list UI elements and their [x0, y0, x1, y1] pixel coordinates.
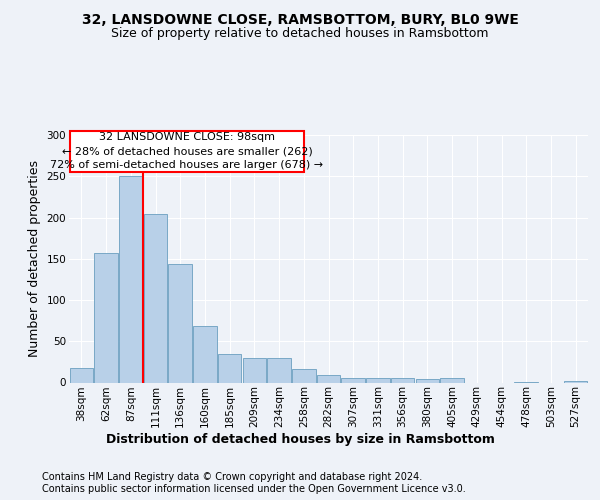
Bar [70, 368, 93, 382]
Bar [317, 375, 340, 382]
Bar [94, 253, 118, 382]
Bar [416, 379, 439, 382]
Bar [193, 326, 217, 382]
Bar [292, 370, 316, 382]
Bar [391, 378, 415, 382]
Bar [268, 358, 291, 382]
Text: Contains HM Land Registry data © Crown copyright and database right 2024.: Contains HM Land Registry data © Crown c… [42, 472, 422, 482]
Bar [119, 176, 143, 382]
Bar [218, 354, 241, 382]
Text: 32, LANSDOWNE CLOSE, RAMSBOTTOM, BURY, BL0 9WE: 32, LANSDOWNE CLOSE, RAMSBOTTOM, BURY, B… [82, 12, 518, 26]
Bar [440, 378, 464, 382]
Bar [169, 264, 192, 382]
Bar [144, 214, 167, 382]
Y-axis label: Number of detached properties: Number of detached properties [28, 160, 41, 357]
Text: Contains public sector information licensed under the Open Government Licence v3: Contains public sector information licen… [42, 484, 466, 494]
Bar [564, 381, 587, 382]
Text: Size of property relative to detached houses in Ramsbottom: Size of property relative to detached ho… [111, 28, 489, 40]
Text: 32 LANSDOWNE CLOSE: 98sqm
← 28% of detached houses are smaller (262)
72% of semi: 32 LANSDOWNE CLOSE: 98sqm ← 28% of detac… [50, 132, 323, 170]
FancyBboxPatch shape [70, 131, 304, 172]
Bar [366, 378, 389, 382]
Bar [341, 378, 365, 382]
Bar [242, 358, 266, 382]
Text: Distribution of detached houses by size in Ramsbottom: Distribution of detached houses by size … [106, 432, 494, 446]
